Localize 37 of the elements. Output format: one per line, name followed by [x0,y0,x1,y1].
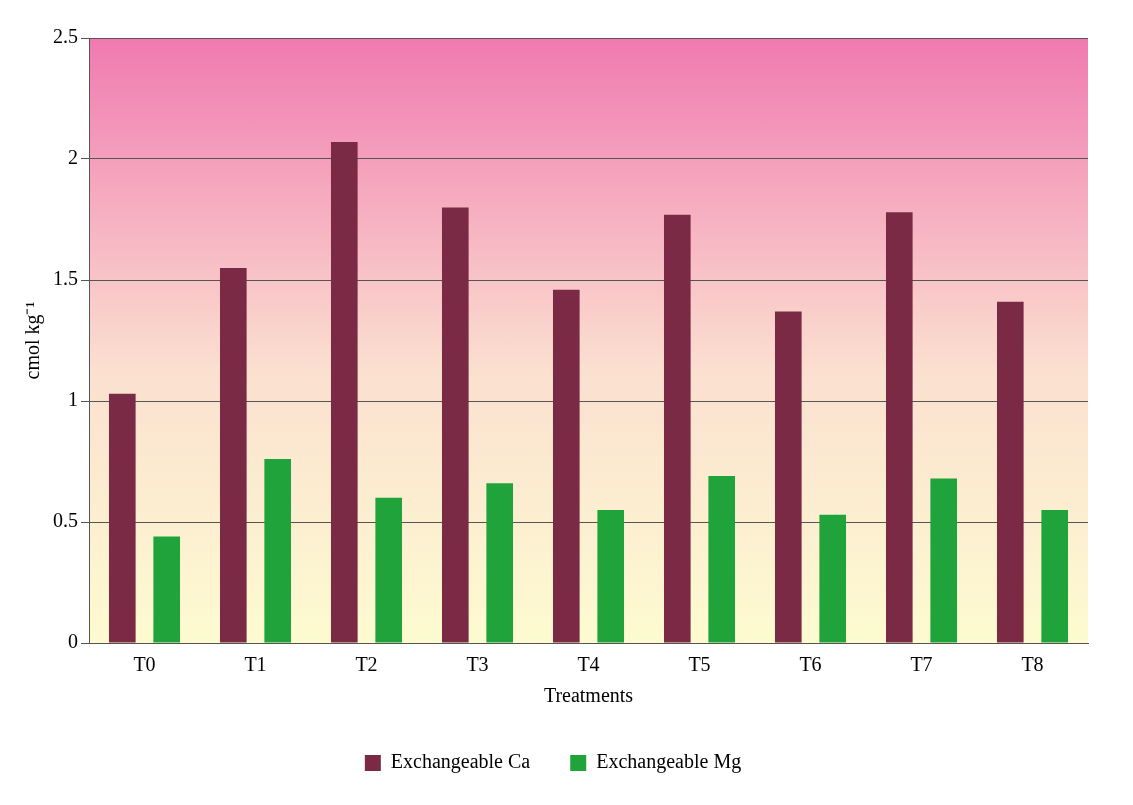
x-tick-label: T7 [910,653,933,676]
bar [819,514,847,643]
y-tick-label: 1 [68,388,78,411]
x-tick-label: T3 [466,653,489,676]
y-tick-label: 1.5 [53,267,78,290]
bar [219,267,247,643]
x-tick-label: T6 [799,653,822,676]
bar [774,311,802,643]
y-tick-label: 0.5 [53,509,78,532]
bar [552,289,580,643]
x-tick-label: T8 [1021,653,1044,676]
legend-label: Exchangeable Ca [390,750,531,774]
bar [597,509,625,643]
bar [441,207,469,643]
x-tick-label: T1 [244,653,267,676]
bar [486,483,514,643]
bar [375,497,403,643]
x-tick-label: T0 [133,653,156,676]
y-tick-label: 2 [68,146,78,169]
y-tick-label: 0 [68,630,78,653]
y-tick-label: 2.5 [53,25,78,48]
bar [885,212,913,643]
bar [930,478,958,643]
bar [663,214,691,643]
bar [264,459,292,643]
bar [1041,509,1069,643]
x-tick-label: T5 [688,653,711,676]
x-tick-label: T2 [355,653,378,676]
bar [996,301,1024,643]
y-axis-title: cmol kg⁻¹ [21,301,45,380]
legend-label: Exchangeable Mg [596,750,742,774]
bar [108,393,136,643]
x-tick-label: T4 [577,653,600,676]
bar [153,536,181,643]
bar [708,476,736,643]
bar [330,142,358,643]
x-axis-title: Treatments [543,684,634,707]
